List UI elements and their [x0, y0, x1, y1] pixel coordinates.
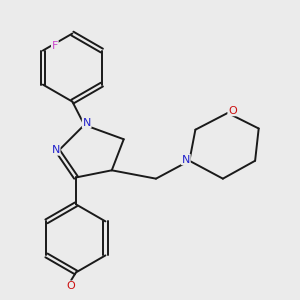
Text: N: N: [52, 145, 60, 155]
Text: N: N: [182, 154, 190, 165]
Text: O: O: [67, 281, 76, 291]
Text: O: O: [228, 106, 237, 116]
Text: N: N: [82, 118, 91, 128]
Text: F: F: [52, 41, 58, 51]
